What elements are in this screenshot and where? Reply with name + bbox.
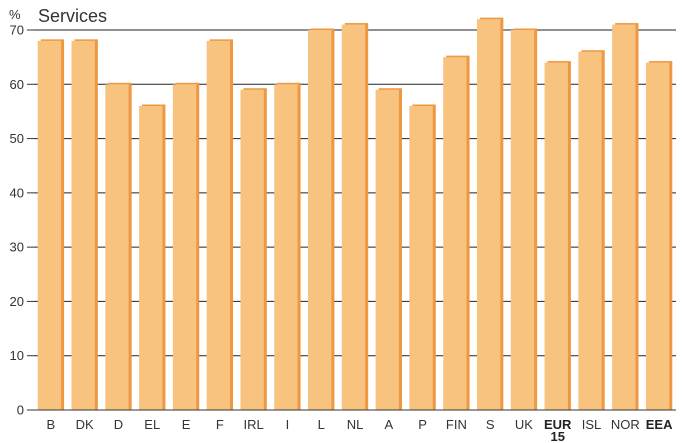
bar-nl <box>341 23 369 410</box>
x-label-e: E <box>182 417 191 432</box>
bar-fin <box>443 55 470 411</box>
bar-face-el <box>139 106 163 410</box>
y-axis-ticks: 0 10 20 30 40 50 60 70 <box>10 23 34 418</box>
y-unit-label: % <box>9 7 21 22</box>
x-label-el: EL <box>144 417 160 432</box>
bar-face-p <box>409 106 433 410</box>
bar-s <box>476 17 504 411</box>
bar-b <box>37 39 65 410</box>
x-label-p: P <box>418 417 427 432</box>
y-tick-label-10: 10 <box>10 348 24 363</box>
bar-face-irl <box>240 89 264 410</box>
bar-face-e <box>172 84 197 411</box>
x-label-irl: IRL <box>244 417 264 432</box>
bar-face-nor <box>612 24 636 410</box>
x-label-b: B <box>47 417 56 432</box>
bar-l <box>308 28 335 410</box>
x-label-nor: NOR <box>611 417 640 432</box>
bar-face-isl <box>578 51 602 410</box>
bar-f <box>206 39 234 410</box>
x-label-nl: NL <box>347 417 364 432</box>
x-label-f: F <box>216 417 224 432</box>
x-label-fin: FIN <box>446 417 467 432</box>
bar-face-s <box>476 19 501 411</box>
bar-face-eur-15 <box>544 62 568 410</box>
chart-title: Services <box>38 6 107 26</box>
x-label-l: L <box>318 417 325 432</box>
bar-uk <box>510 28 538 410</box>
bar-face-d <box>105 84 129 411</box>
bar-e <box>172 82 200 411</box>
x-label-eur-15-line-1: EUR <box>544 417 572 432</box>
bar-a <box>375 88 402 410</box>
bar-face-nl <box>341 24 366 410</box>
bar-dk <box>71 39 98 410</box>
x-label-s: S <box>486 417 495 432</box>
bar-eea <box>645 61 673 410</box>
bar-isl <box>578 50 605 410</box>
x-label-eea: EEA <box>646 417 673 432</box>
y-tick-label-50: 50 <box>10 131 24 146</box>
bar-p <box>409 104 436 410</box>
bar-face-eea <box>645 62 670 410</box>
bars <box>37 17 673 411</box>
bar-d <box>105 82 132 411</box>
bar-irl <box>240 88 267 410</box>
bar-face-a <box>375 89 399 410</box>
bar-face-b <box>37 40 62 410</box>
x-label-eur-15-line-2: 15 <box>551 429 565 443</box>
bar-face-f <box>206 40 231 410</box>
bar-face-l <box>308 30 332 410</box>
y-tick-label-0: 0 <box>17 403 24 418</box>
y-tick-label-20: 20 <box>10 294 24 309</box>
x-label-isl: ISL <box>582 417 602 432</box>
bar-face-dk <box>71 40 95 410</box>
y-tick-label-30: 30 <box>10 240 24 255</box>
y-tick-label-40: 40 <box>10 185 24 200</box>
bar-el <box>139 104 166 410</box>
x-label-uk: UK <box>515 417 533 432</box>
bar-face-fin <box>443 57 467 411</box>
x-label-a: A <box>384 417 393 432</box>
x-label-d: D <box>114 417 123 432</box>
y-tick-label-70: 70 <box>10 23 24 38</box>
x-label-i: I <box>286 417 290 432</box>
bar-nor <box>612 23 639 410</box>
y-tick-label-60: 60 <box>10 77 24 92</box>
x-label-dk: DK <box>76 417 94 432</box>
bar-i <box>274 82 301 411</box>
bar-eur-15 <box>544 61 571 410</box>
bar-face-uk <box>510 30 535 410</box>
bar-face-i <box>274 84 298 411</box>
